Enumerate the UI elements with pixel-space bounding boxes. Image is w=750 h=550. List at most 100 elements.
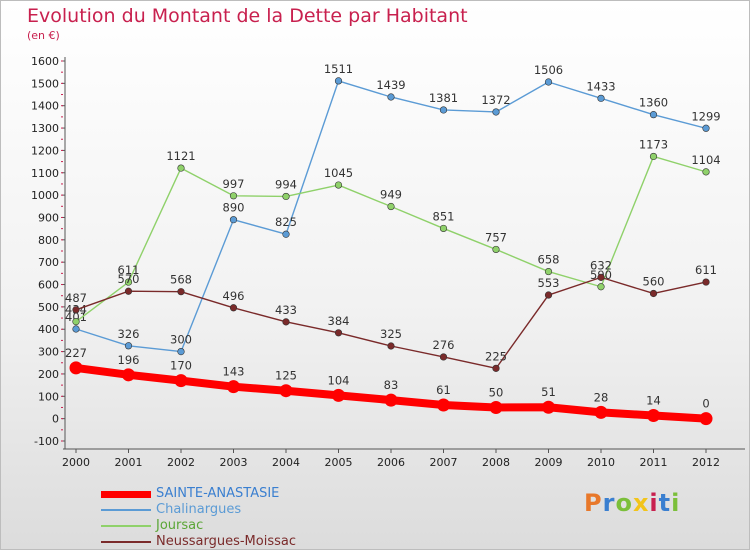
data-point: [492, 364, 500, 372]
data-label: 125: [275, 369, 297, 383]
x-tick-label: 2000: [62, 456, 90, 469]
data-point: [439, 224, 448, 233]
y-tick-label: 500: [38, 301, 59, 314]
data-label: 83: [384, 378, 399, 392]
data-point: [72, 325, 80, 333]
data-point: [387, 342, 395, 350]
data-point: [229, 304, 238, 312]
logo-letter: o: [615, 489, 633, 517]
data-label: 1299: [691, 109, 720, 123]
data-label: 0: [702, 397, 709, 411]
legend-label: Joursac: [156, 518, 204, 533]
data-label: 1360: [639, 96, 668, 110]
data-point: [334, 181, 343, 189]
data-point: [332, 388, 345, 402]
data-point: [69, 361, 83, 375]
data-point: [122, 368, 135, 382]
data-label: 51: [541, 385, 556, 399]
data-point: [489, 400, 503, 414]
data-label: 276: [433, 338, 455, 352]
data-label: 28: [594, 390, 609, 404]
data-label: 568: [170, 273, 192, 287]
data-label: 227: [65, 346, 87, 360]
data-label: 658: [538, 253, 560, 267]
data-point: [492, 245, 500, 254]
x-tick-label: 2006: [377, 456, 405, 469]
data-point: [647, 409, 660, 423]
data-point: [279, 384, 293, 398]
logo-letter: i: [671, 489, 681, 517]
data-label: 104: [328, 373, 350, 387]
data-point: [229, 192, 238, 200]
data-point: [227, 380, 240, 394]
data-point: [594, 405, 608, 419]
y-tick-label: 1500: [31, 77, 59, 90]
data-label: 1104: [691, 153, 720, 167]
y-tick-label: 1600: [31, 55, 59, 68]
proxiti-logo: Proxiti: [584, 489, 680, 517]
y-tick-label: 1200: [31, 144, 59, 157]
logo-letter: t: [658, 489, 672, 517]
data-label: 496: [223, 289, 245, 303]
y-tick-label: 1000: [31, 189, 59, 202]
data-point: [174, 374, 188, 388]
data-label: 225: [485, 349, 507, 363]
y-tick-label: 400: [38, 323, 59, 336]
y-tick-label: 700: [38, 256, 59, 269]
x-tick-label: 2005: [325, 456, 353, 469]
data-label: 401: [65, 310, 87, 324]
data-point: [124, 278, 133, 286]
data-point: [177, 288, 185, 296]
data-label: 560: [643, 274, 665, 288]
data-label: 384: [328, 314, 350, 328]
y-tick-label: 1100: [31, 167, 59, 180]
data-label: 1511: [324, 62, 353, 76]
data-point: [282, 230, 290, 238]
data-point: [334, 329, 343, 337]
data-label: 143: [223, 365, 245, 379]
data-point: [384, 393, 398, 407]
logo-letter: r: [602, 489, 616, 517]
data-label: 997: [223, 177, 245, 191]
x-tick-label: 2012: [692, 456, 720, 469]
data-label: 890: [223, 201, 245, 215]
logo-letter: x: [632, 489, 650, 517]
data-point: [72, 318, 80, 326]
data-point: [387, 202, 395, 211]
x-tick-label: 2011: [640, 456, 668, 469]
data-point: [72, 306, 80, 314]
x-tick-label: 2008: [482, 456, 510, 469]
legend-label: Neussargues-Moissac: [156, 534, 296, 549]
legend-label: SAINTE-ANASTASIE: [156, 486, 280, 501]
data-point: [124, 342, 133, 350]
x-tick-label: 2007: [430, 456, 458, 469]
data-label: 757: [485, 230, 507, 244]
data-point: [649, 289, 658, 298]
data-label: 1121: [166, 149, 195, 163]
y-tick-label: 200: [38, 368, 59, 381]
data-label: 851: [433, 209, 455, 223]
data-label: 825: [275, 215, 297, 229]
data-point: [702, 168, 710, 176]
logo-letter: i: [649, 489, 659, 517]
data-label: 1439: [376, 78, 405, 92]
data-label: 994: [275, 177, 297, 191]
data-point: [439, 353, 448, 361]
data-label: 553: [538, 276, 560, 290]
legend-label: Chalinargues: [156, 502, 242, 517]
logo-letter: P: [584, 489, 603, 517]
x-tick-label: 2004: [272, 456, 300, 469]
data-point: [492, 108, 500, 116]
data-label: 170: [170, 359, 192, 373]
y-tick-label: 600: [38, 279, 59, 292]
data-point: [437, 398, 450, 412]
data-point: [544, 78, 553, 86]
series-neussargues-moissac: 487 570 568 496 433 384 325 276 225 553 632 560 611: [65, 258, 717, 372]
data-point: [177, 347, 185, 356]
x-tick-label: 2003: [220, 456, 248, 469]
data-point: [597, 273, 605, 281]
y-tick-label: 800: [38, 234, 59, 247]
data-point: [649, 111, 658, 119]
data-label: 326: [118, 327, 140, 341]
